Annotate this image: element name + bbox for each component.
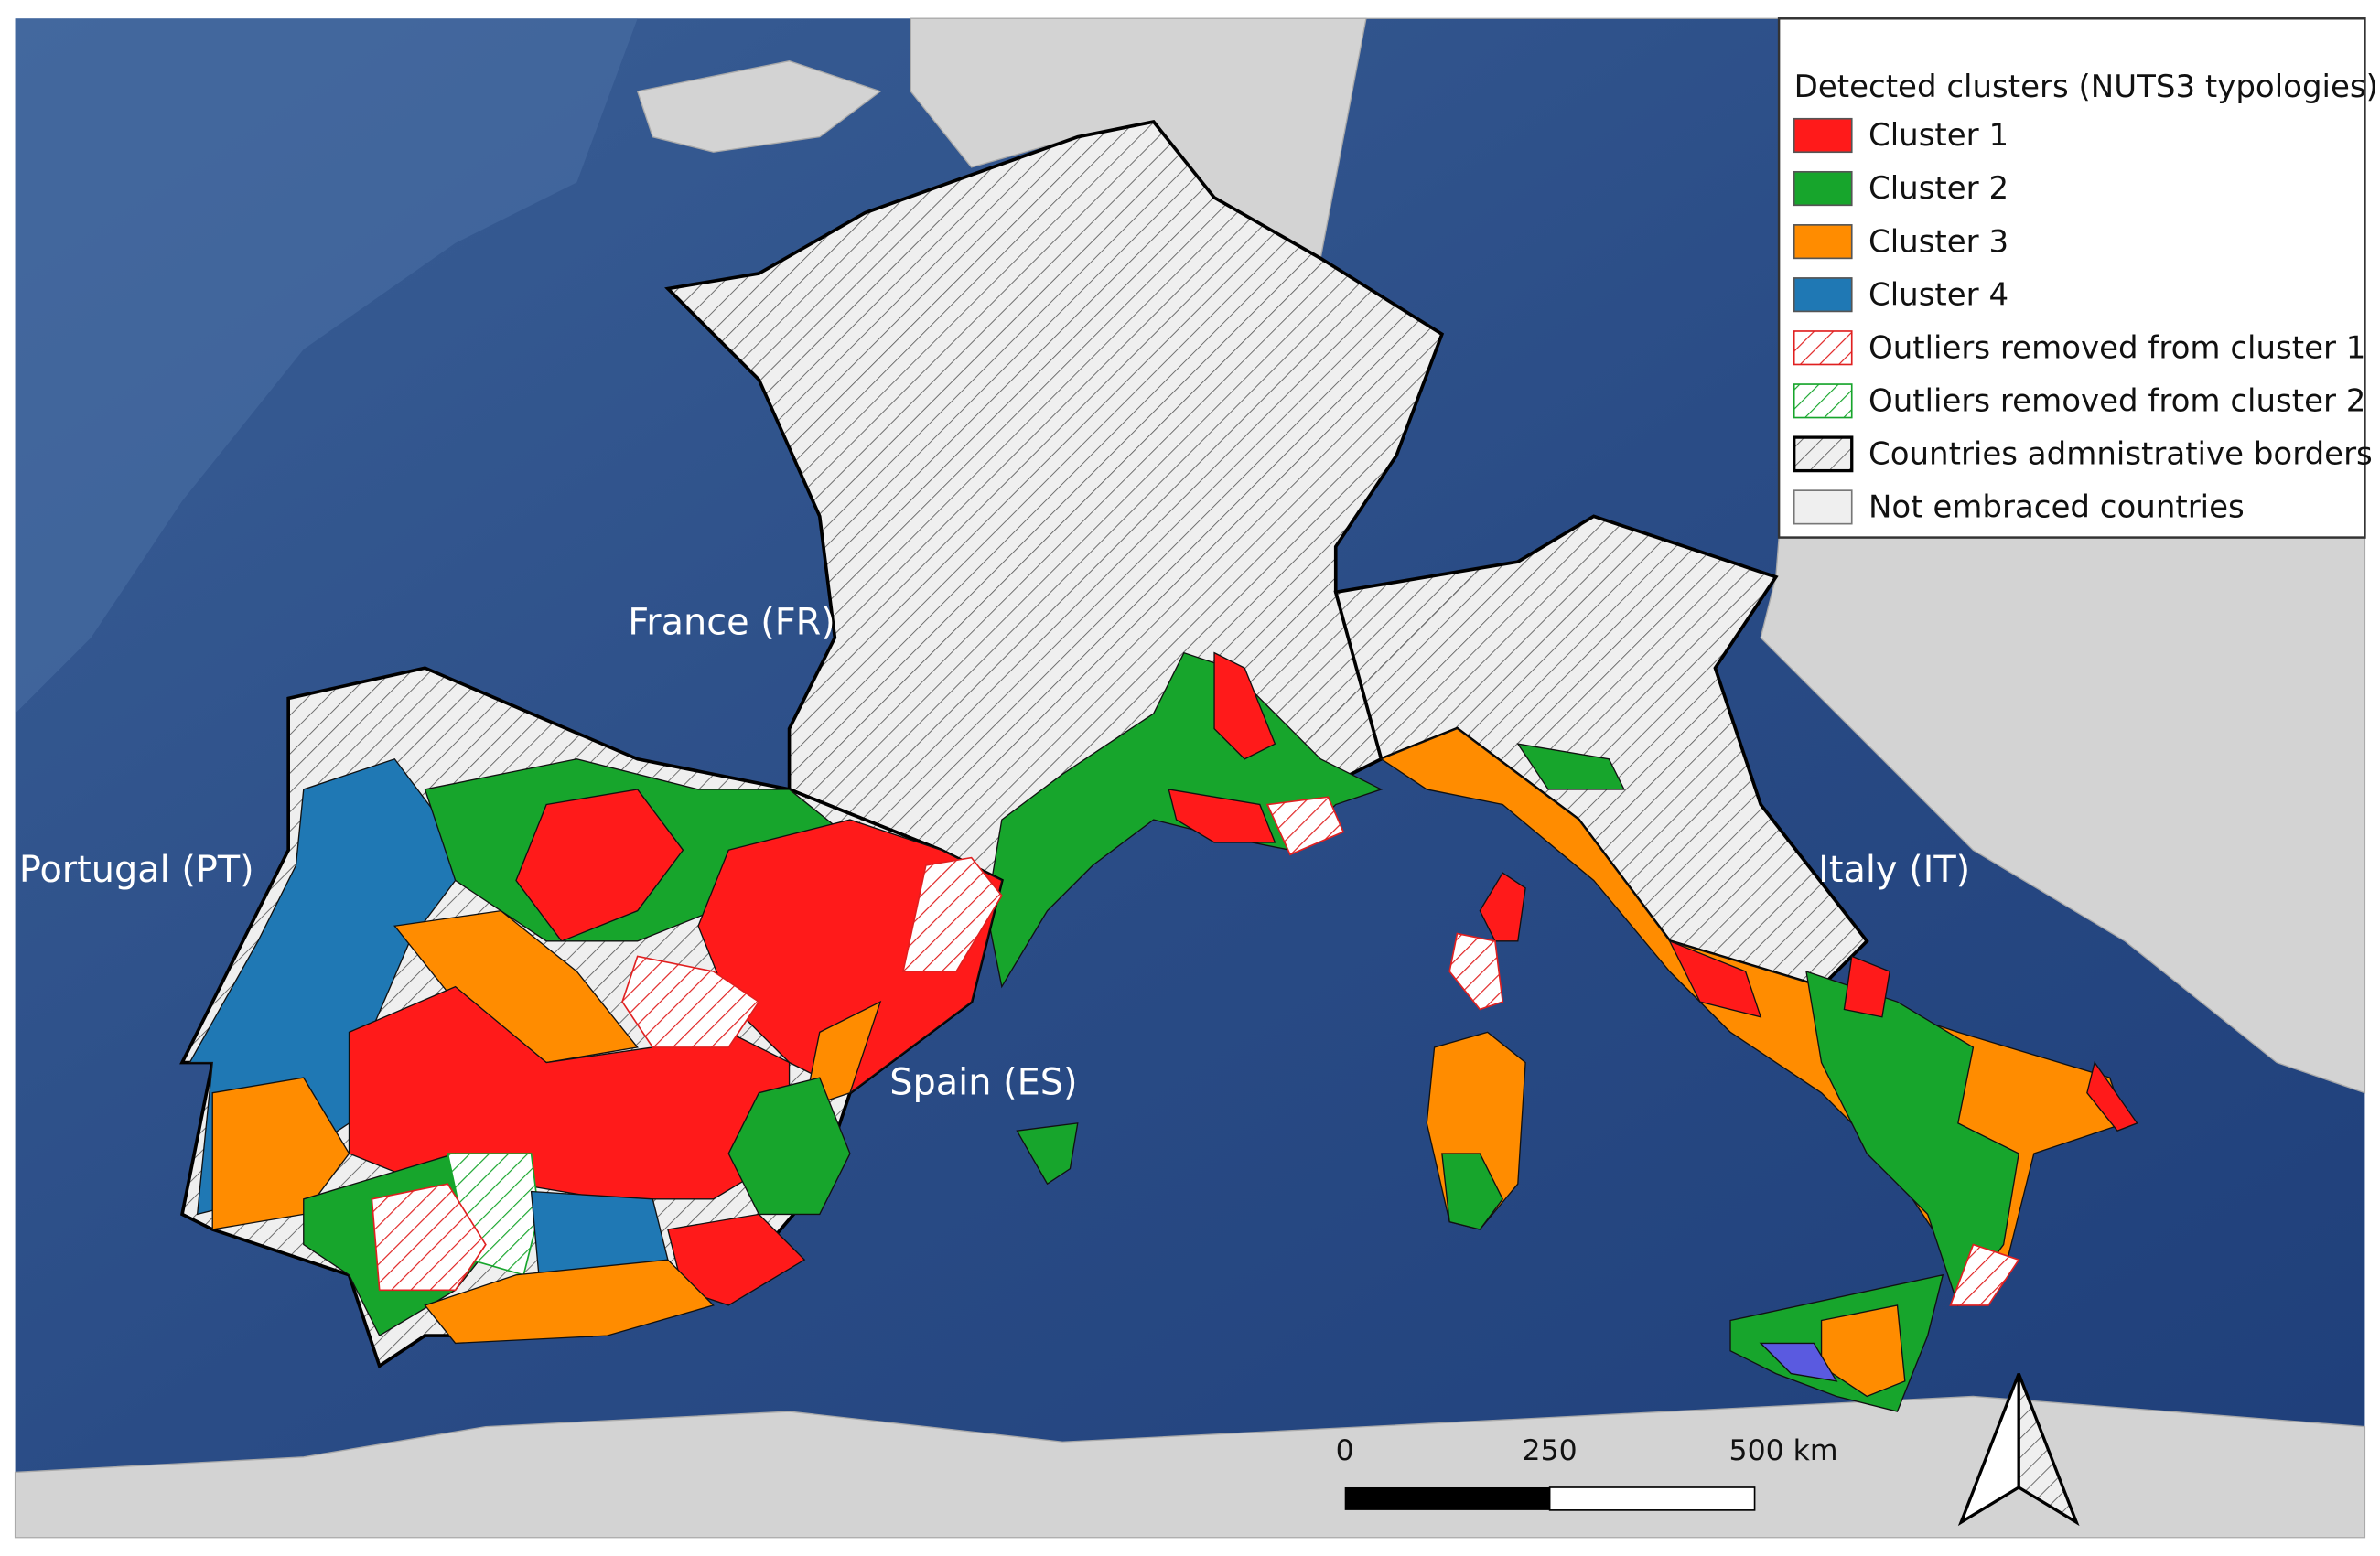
scale-segment bbox=[1344, 1486, 1550, 1510]
legend-shape bbox=[1793, 277, 1853, 313]
not-embraced-land-shape bbox=[636, 60, 882, 153]
legend-label: Cluster 1 bbox=[1868, 117, 2008, 154]
italy-shape bbox=[1843, 955, 1890, 1018]
scale-label: 250 bbox=[1523, 1434, 1578, 1467]
country-label: Portugal (PT) bbox=[19, 849, 254, 891]
legend-shape bbox=[1793, 224, 1853, 260]
italy-shape bbox=[1448, 932, 1504, 1011]
sea-shape bbox=[15, 18, 638, 714]
legend-shape bbox=[1793, 330, 1853, 366]
north-arrow-shape bbox=[2017, 1372, 2080, 1527]
scale-segment bbox=[1548, 1486, 1756, 1511]
italy bbox=[1333, 514, 2138, 1412]
legend-label: Cluster 4 bbox=[1868, 276, 2008, 313]
iberia-shape bbox=[211, 1077, 350, 1230]
legend-label: Outliers removed from cluster 2 bbox=[1868, 382, 2365, 419]
legend-shape bbox=[1777, 17, 2366, 539]
iberia-shape bbox=[621, 955, 760, 1048]
iberia bbox=[179, 666, 1079, 1369]
iberia-shape bbox=[424, 1259, 715, 1345]
italy-shape bbox=[1479, 872, 1526, 942]
iberia-shape bbox=[515, 789, 684, 942]
italy-shape bbox=[1516, 743, 1625, 790]
legend-shape bbox=[1793, 435, 1854, 473]
france-south-regions-shape bbox=[1265, 796, 1345, 856]
country-labels: France (FR) Portugal (PT) Spain (ES) Ita… bbox=[19, 602, 1970, 1104]
italy-shape bbox=[1949, 1243, 2020, 1306]
not-embraced-land-shape bbox=[14, 1395, 2366, 1539]
legend-shape bbox=[1793, 383, 1853, 419]
legend: Detected clusters (NUTS3 typologies) Clu… bbox=[1777, 17, 2378, 539]
italy-shape bbox=[2086, 1060, 2138, 1132]
iberia-shape bbox=[371, 1183, 487, 1292]
iberia-shape bbox=[901, 856, 1003, 972]
scale-label: 500 km bbox=[1729, 1434, 1838, 1467]
legend-label: Cluster 3 bbox=[1868, 223, 2008, 260]
italy-shape bbox=[1805, 971, 2019, 1307]
north-arrow bbox=[1957, 1372, 2080, 1527]
legend-shape bbox=[1793, 170, 1853, 207]
scale-bar: 0 250 500 km bbox=[1336, 1434, 1838, 1511]
legend-shape bbox=[1793, 489, 1853, 525]
italy-shape bbox=[1759, 1342, 1838, 1382]
country-label: France (FR) bbox=[628, 602, 835, 644]
france-south-regions-shape bbox=[1168, 789, 1276, 843]
legend-title: Detected clusters (NUTS3 typologies) bbox=[1794, 69, 2378, 105]
legend-label: Countries admnistrative borders bbox=[1868, 436, 2373, 473]
scale-label: 0 bbox=[1336, 1434, 1354, 1467]
country-label: Italy (IT) bbox=[1818, 849, 1970, 891]
country-label: Spain (ES) bbox=[889, 1061, 1077, 1103]
iberia-shape bbox=[1016, 1122, 1079, 1186]
legend-shape bbox=[1793, 117, 1853, 154]
italy-shape bbox=[1668, 939, 1762, 1018]
iberia-shape bbox=[727, 1077, 851, 1216]
legend-label: Outliers removed from cluster 1 bbox=[1868, 329, 2365, 366]
legend-label: Cluster 2 bbox=[1868, 170, 2008, 207]
italy-shape bbox=[1441, 1153, 1503, 1230]
legend-label: Not embraced countries bbox=[1868, 489, 2245, 526]
france-south-regions bbox=[985, 651, 1384, 989]
france-south-regions-shape bbox=[1213, 651, 1276, 760]
